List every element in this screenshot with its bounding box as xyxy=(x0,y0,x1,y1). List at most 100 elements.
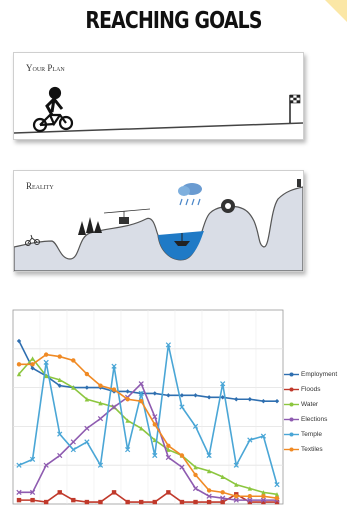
data-point xyxy=(179,499,185,505)
data-point xyxy=(70,447,76,453)
legend-item-employment: Employment xyxy=(284,367,347,382)
data-point xyxy=(57,452,63,459)
data-point xyxy=(125,418,130,423)
legend-label: Textiles xyxy=(301,446,323,453)
data-point xyxy=(43,373,49,379)
data-point xyxy=(84,385,90,390)
series-line-textiles xyxy=(19,353,278,499)
data-point xyxy=(247,494,253,499)
page-title: REACHING GOALS xyxy=(85,8,262,34)
data-point xyxy=(57,431,63,437)
line-chart xyxy=(0,290,347,509)
data-point xyxy=(152,499,157,505)
data-point xyxy=(97,462,104,468)
data-point xyxy=(84,439,90,445)
data-point xyxy=(29,456,36,463)
data-point xyxy=(247,437,253,443)
cyclist-icon xyxy=(32,86,74,133)
data-point xyxy=(261,499,266,505)
trees-icon xyxy=(78,217,102,235)
data-point xyxy=(98,400,103,406)
data-point xyxy=(84,371,90,377)
plan-illustration xyxy=(14,86,303,134)
data-point xyxy=(220,499,225,505)
legend-label: Water xyxy=(301,401,319,408)
plan-panel: Your Plan xyxy=(13,52,304,140)
corner-ribbon xyxy=(325,0,347,22)
data-point xyxy=(206,499,212,505)
data-point xyxy=(179,393,185,398)
data-point xyxy=(138,381,144,387)
data-point xyxy=(97,416,104,422)
rain-cloud-icon xyxy=(178,183,202,206)
reality-flag-icon xyxy=(297,179,301,187)
data-point xyxy=(16,489,22,495)
data-point xyxy=(166,447,171,452)
small-cyclist-icon xyxy=(25,234,40,246)
cable-car-icon xyxy=(103,208,151,224)
reality-label: Reality xyxy=(26,181,54,191)
data-point xyxy=(30,362,35,367)
data-point xyxy=(274,499,280,505)
data-point xyxy=(57,354,62,359)
data-point xyxy=(220,381,226,387)
data-point xyxy=(43,499,49,505)
data-point xyxy=(260,497,267,503)
plan-road-line xyxy=(14,122,303,134)
legend-label: Floods xyxy=(301,386,321,393)
data-point xyxy=(152,452,158,459)
data-point xyxy=(260,433,267,439)
data-point xyxy=(179,404,185,410)
data-point xyxy=(16,338,22,344)
data-point xyxy=(111,490,117,495)
data-point xyxy=(166,443,171,448)
boulder-icon xyxy=(221,199,235,213)
data-point xyxy=(71,497,76,503)
data-point xyxy=(30,356,35,361)
legend-swatch-icon xyxy=(284,417,299,422)
data-point xyxy=(43,462,49,468)
data-point xyxy=(274,481,280,488)
legend-swatch-icon xyxy=(284,387,299,392)
data-point xyxy=(193,472,198,478)
data-point xyxy=(233,462,239,468)
data-point xyxy=(234,397,239,402)
data-point xyxy=(206,395,212,400)
data-point xyxy=(261,398,266,404)
data-point xyxy=(234,494,239,499)
data-point xyxy=(206,493,212,499)
reality-illustration xyxy=(14,179,303,271)
data-point xyxy=(70,439,76,445)
data-point xyxy=(30,497,35,503)
data-point xyxy=(274,495,280,501)
data-point xyxy=(57,490,62,495)
data-point xyxy=(206,488,212,493)
chart-legend: Employment Floods Water Elections Temple Text… xyxy=(284,367,347,457)
data-point xyxy=(111,363,117,369)
data-point xyxy=(111,404,117,410)
data-point xyxy=(274,492,280,497)
chart-plot-area xyxy=(12,309,284,505)
data-point xyxy=(152,391,157,396)
data-point xyxy=(193,499,198,505)
data-point xyxy=(16,462,22,468)
data-point xyxy=(111,387,117,392)
legend-swatch-icon xyxy=(284,372,299,377)
data-point xyxy=(192,423,199,430)
series-line-employment xyxy=(18,340,277,402)
data-point xyxy=(247,499,253,505)
data-point xyxy=(139,426,144,431)
legend-item-textiles: Textiles xyxy=(284,442,347,457)
data-point xyxy=(220,474,225,480)
data-point xyxy=(193,464,198,470)
data-point xyxy=(84,425,90,431)
data-point xyxy=(261,494,266,499)
data-point xyxy=(193,393,198,398)
data-point xyxy=(84,499,90,505)
data-point xyxy=(16,497,22,503)
data-point xyxy=(43,359,49,366)
legend-item-elections: Elections xyxy=(284,412,347,427)
legend-swatch-icon xyxy=(284,447,299,452)
finish-flag-icon xyxy=(289,94,301,123)
data-point xyxy=(206,468,212,474)
